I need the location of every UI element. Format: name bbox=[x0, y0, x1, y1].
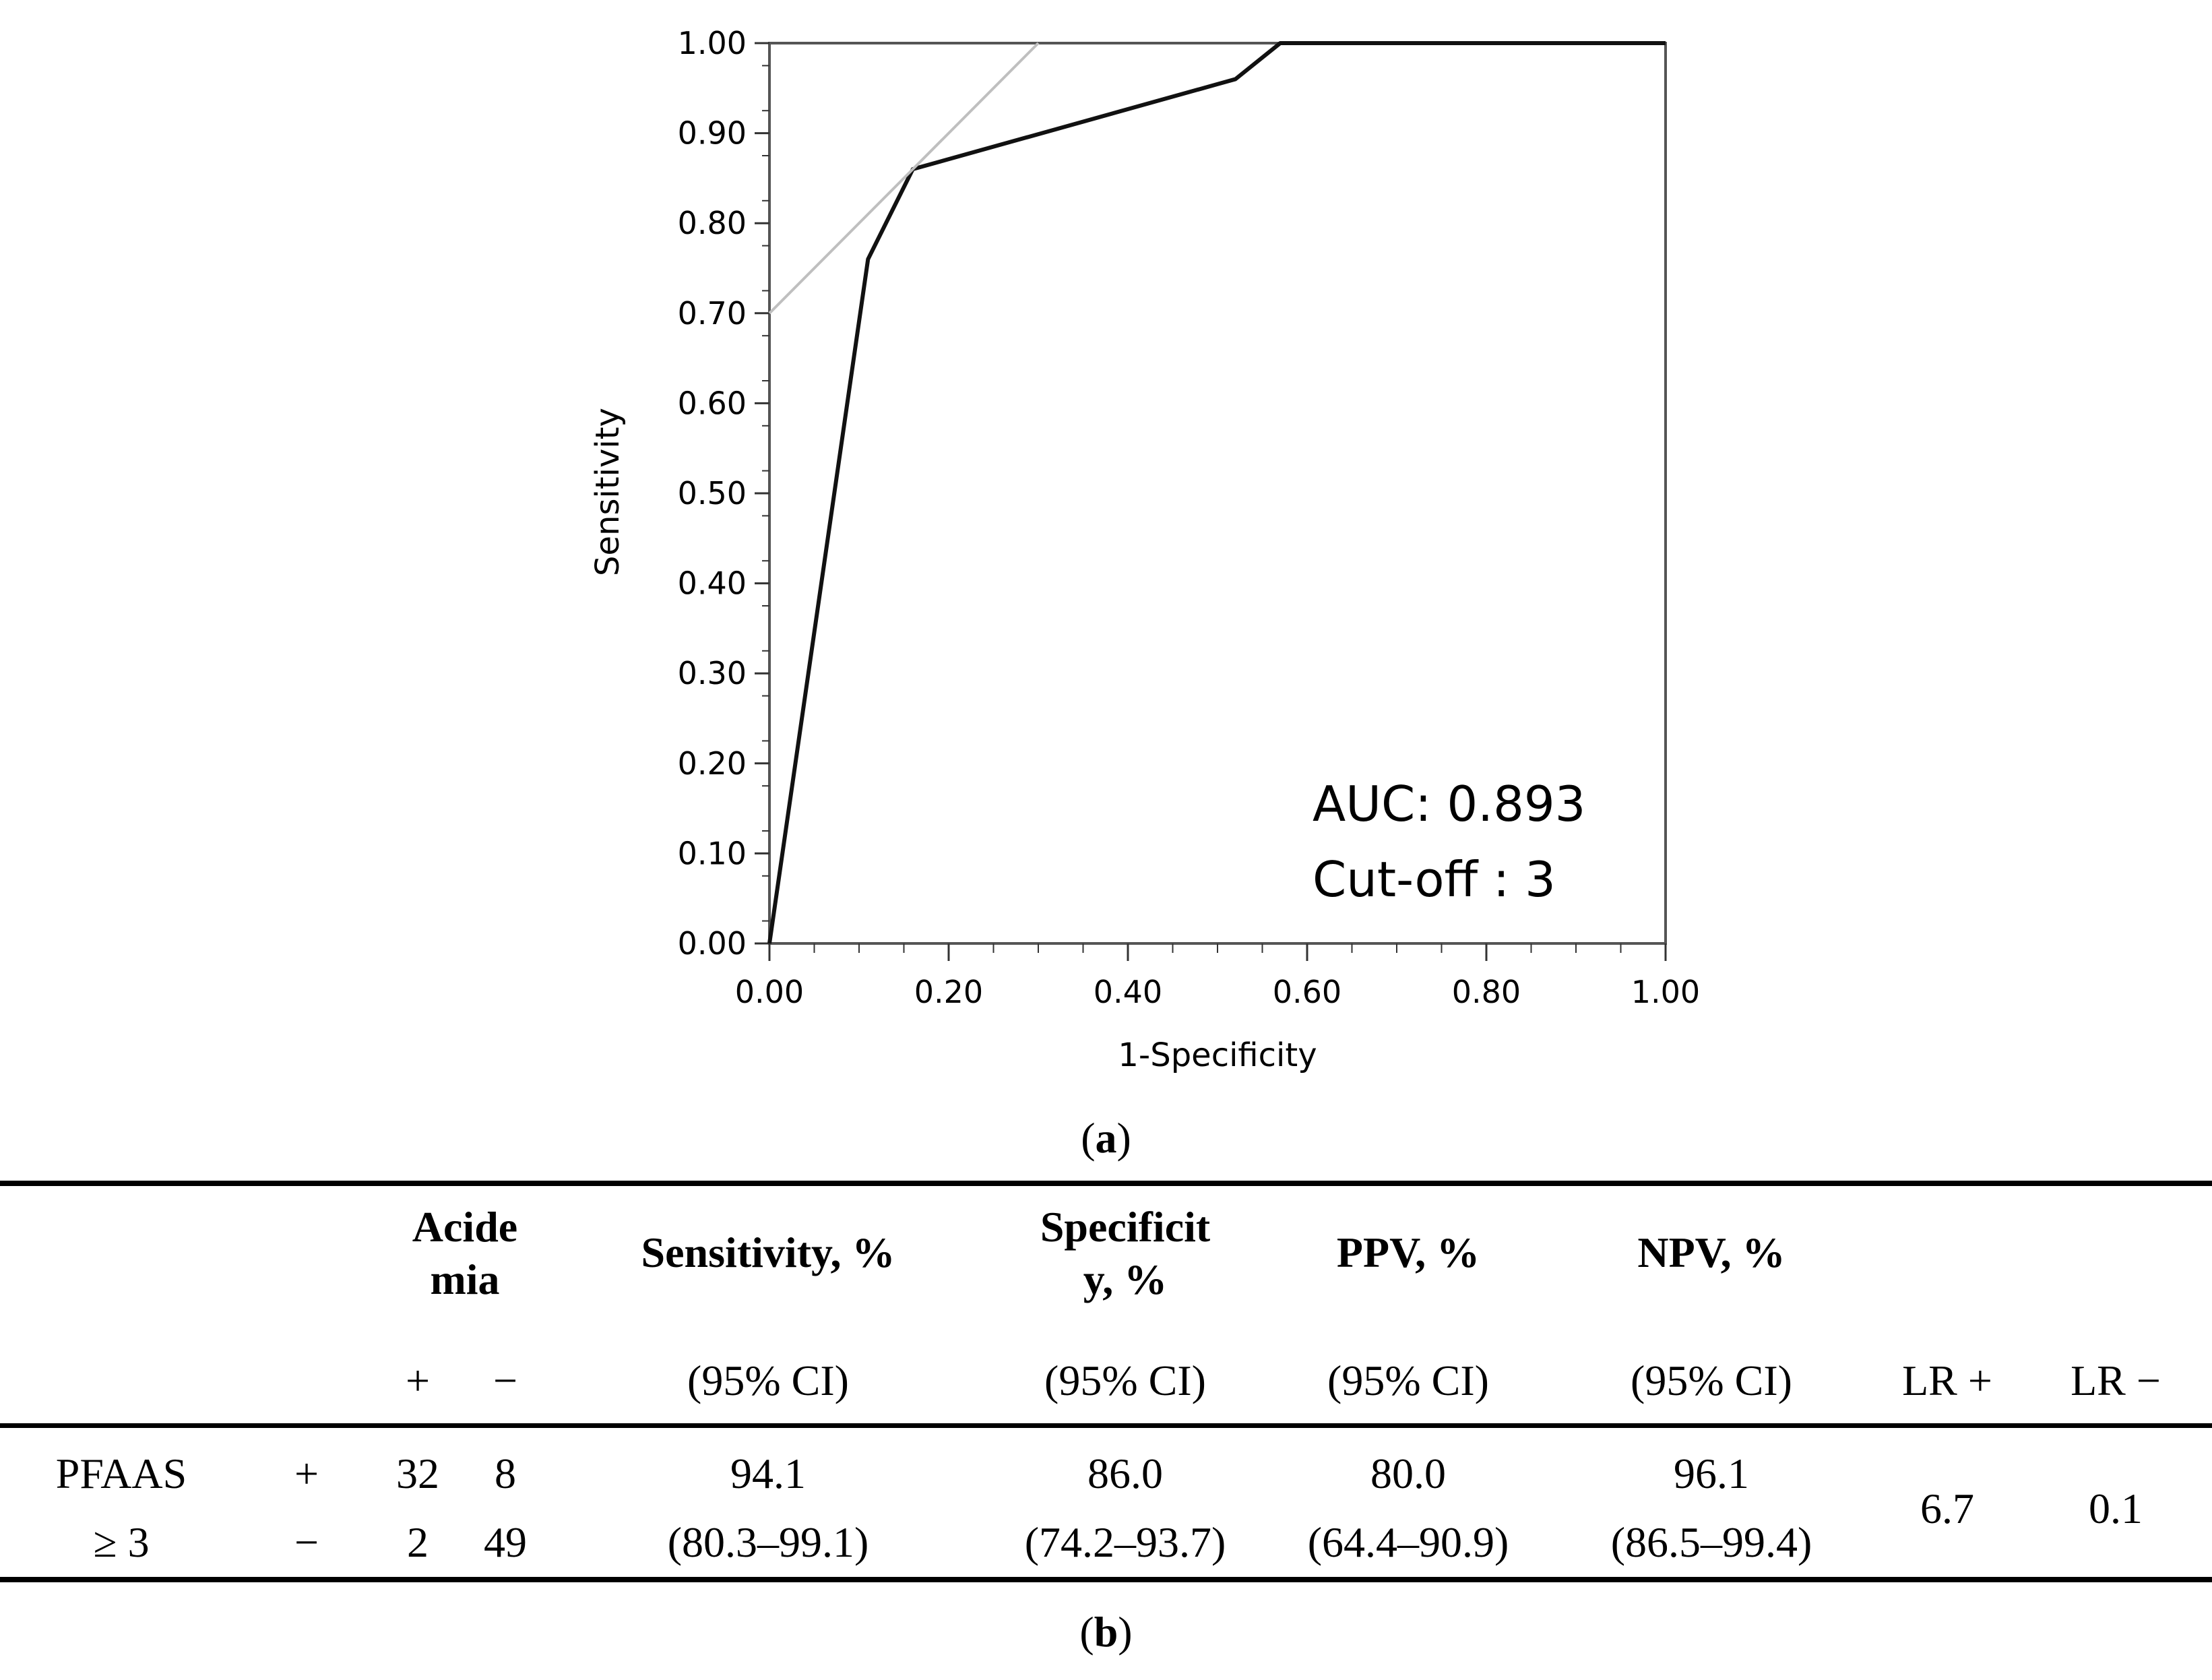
header-lr-pos: LR + bbox=[1902, 1357, 1992, 1404]
ppv-value: 80.0 bbox=[1370, 1450, 1446, 1497]
y-tick-label: 1.00 bbox=[678, 25, 747, 61]
reference-tangent-line bbox=[768, 42, 1040, 315]
header-specificity-line1: Specificit bbox=[1040, 1203, 1211, 1251]
x-tick-label: 0.60 bbox=[1273, 974, 1341, 1010]
roc-chart: 0.00 0.10 0.20 0.30 0.40 0.50 0.60 0.70 0.80 0.90… bbox=[589, 25, 1700, 1074]
table-top-rule bbox=[0, 1181, 2212, 1186]
header-npv: NPV, % bbox=[1637, 1228, 1786, 1276]
row-neg-acidemia-neg: 49 bbox=[484, 1518, 527, 1566]
caption-a-letter: a bbox=[1095, 1114, 1117, 1162]
table-header-rule bbox=[0, 1423, 2212, 1428]
row-pos-acidemia-pos: 32 bbox=[396, 1450, 439, 1497]
cutoff-annotation: Cut-off : 3 bbox=[1313, 851, 1556, 908]
row-neg-acidemia-pos: 2 bbox=[407, 1518, 429, 1566]
y-tick-label: 0.10 bbox=[678, 835, 747, 871]
sensitivity-value: 94.1 bbox=[730, 1450, 806, 1497]
y-axis-title: Sensitivity bbox=[589, 408, 627, 576]
specificity-value: 86.0 bbox=[1087, 1450, 1163, 1497]
header-sensitivity: Sensitivity, % bbox=[641, 1228, 895, 1276]
y-tick-label: 0.00 bbox=[678, 925, 747, 962]
row-label-line2: ≥ 3 bbox=[93, 1518, 150, 1566]
sensitivity-ci: (80.3–99.1) bbox=[667, 1518, 869, 1566]
row-neg-sign: − bbox=[294, 1518, 319, 1566]
caption-b-letter: b bbox=[1094, 1608, 1118, 1656]
x-tick-label: 1.00 bbox=[1631, 974, 1700, 1010]
npv-ci: (86.5–99.4) bbox=[1610, 1518, 1812, 1566]
ppv-ci: (64.4–90.9) bbox=[1307, 1518, 1509, 1566]
header-specificity-line2: y, % bbox=[1083, 1255, 1168, 1303]
y-tick-label: 0.60 bbox=[678, 385, 747, 421]
lr-pos-value: 6.7 bbox=[1920, 1485, 1974, 1532]
x-tick-label: 0.20 bbox=[914, 974, 983, 1010]
lr-neg-value: 0.1 bbox=[2089, 1485, 2143, 1532]
header-ppv-ci: (95% CI) bbox=[1327, 1357, 1489, 1404]
auc-annotation: AUC: 0.893 bbox=[1313, 776, 1586, 832]
header-specificity-ci: (95% CI) bbox=[1044, 1357, 1206, 1404]
row-label-line1: PFAAS bbox=[55, 1450, 187, 1497]
npv-value: 96.1 bbox=[1674, 1450, 1749, 1497]
x-axis-title: 1-Specificity bbox=[1118, 1036, 1317, 1074]
header-acidemia-line2: mia bbox=[430, 1255, 500, 1303]
y-tick-label: 0.30 bbox=[678, 655, 747, 691]
x-tick-label: 0.00 bbox=[735, 974, 804, 1010]
roc-curve-line bbox=[767, 41, 1666, 944]
header-ppv: PPV, % bbox=[1336, 1228, 1480, 1276]
header-acidemia-line1: Acide bbox=[412, 1203, 518, 1251]
header-acidemia-pos: + bbox=[405, 1357, 431, 1404]
y-tick-label: 0.20 bbox=[678, 745, 747, 782]
header-sensitivity-ci: (95% CI) bbox=[687, 1357, 849, 1404]
y-tick-label: 0.90 bbox=[678, 115, 747, 152]
results-table: Acide mia + − Sensitivity, % (95% CI) Sp… bbox=[0, 1173, 2212, 1582]
x-tick-label: 0.40 bbox=[1094, 974, 1162, 1010]
y-tick-label: 0.80 bbox=[678, 205, 747, 241]
header-npv-ci: (95% CI) bbox=[1631, 1357, 1792, 1404]
y-tick-label: 0.50 bbox=[678, 475, 747, 511]
x-tick-label: 0.80 bbox=[1452, 974, 1521, 1010]
row-pos-acidemia-neg: 8 bbox=[495, 1450, 516, 1497]
y-tick-label: 0.70 bbox=[678, 295, 747, 332]
table-bottom-rule bbox=[0, 1577, 2212, 1582]
header-acidemia-neg: − bbox=[493, 1357, 518, 1404]
row-pos-sign: + bbox=[294, 1450, 319, 1497]
caption-a: (a) bbox=[1081, 1114, 1131, 1162]
header-lr-neg: LR − bbox=[2071, 1357, 2161, 1404]
caption-b: (b) bbox=[1079, 1608, 1133, 1656]
y-tick-label: 0.40 bbox=[678, 565, 747, 602]
specificity-ci: (74.2–93.7) bbox=[1024, 1518, 1226, 1566]
